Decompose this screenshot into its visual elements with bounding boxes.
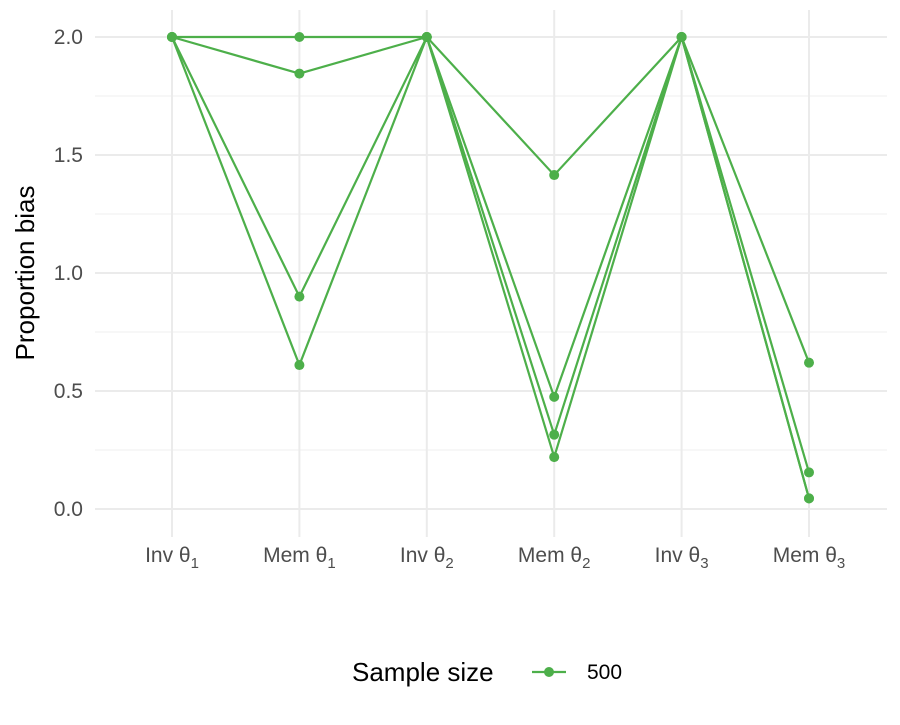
x-tick-label: Inv θ3 bbox=[655, 544, 709, 572]
x-tick-label: Mem θ3 bbox=[773, 544, 846, 572]
y-tick-label: 0.0 bbox=[54, 498, 83, 521]
x-tick-label: Inv θ2 bbox=[400, 544, 454, 572]
y-axis-title: Proportion bias bbox=[10, 186, 40, 361]
series-4 bbox=[167, 32, 814, 504]
data-point bbox=[549, 429, 560, 440]
x-tick-label: Inv θ1 bbox=[145, 544, 199, 572]
y-tick-label: 1.0 bbox=[54, 262, 83, 285]
series-3 bbox=[167, 32, 814, 504]
legend: Sample size 500 bbox=[352, 657, 622, 687]
data-point bbox=[549, 391, 560, 402]
x-axis-ticks: Inv θ1 Mem θ1 Inv θ2 Mem θ2 Inv θ3 Mem θ3 bbox=[145, 544, 845, 572]
data-point bbox=[676, 32, 687, 42]
data-point bbox=[167, 32, 177, 42]
data-series bbox=[167, 32, 814, 504]
legend-key-point bbox=[544, 667, 554, 677]
series-1 bbox=[167, 32, 814, 368]
y-tick-label: 0.5 bbox=[54, 380, 83, 403]
series-line bbox=[172, 35, 811, 364]
grid-lines bbox=[95, 10, 887, 537]
data-point bbox=[549, 170, 560, 181]
series-2 bbox=[167, 32, 814, 478]
y-axis-ticks: 0.0 0.5 1.0 1.5 2.0 bbox=[54, 26, 83, 521]
data-point bbox=[294, 32, 305, 42]
data-point bbox=[294, 291, 305, 302]
series-line bbox=[170, 35, 811, 499]
legend-entry-label: 500 bbox=[587, 661, 622, 684]
data-point bbox=[294, 68, 305, 79]
data-point bbox=[804, 467, 814, 478]
data-point bbox=[294, 360, 305, 371]
data-point bbox=[804, 357, 814, 368]
data-point bbox=[549, 452, 560, 463]
y-tick-label: 1.5 bbox=[54, 144, 83, 167]
y-tick-label: 2.0 bbox=[54, 26, 83, 49]
legend-title: Sample size bbox=[352, 657, 494, 687]
data-point bbox=[804, 493, 814, 504]
x-tick-label: Mem θ1 bbox=[263, 544, 336, 572]
data-point bbox=[421, 32, 432, 42]
x-tick-label: Mem θ2 bbox=[518, 544, 591, 572]
series-line bbox=[171, 35, 811, 473]
